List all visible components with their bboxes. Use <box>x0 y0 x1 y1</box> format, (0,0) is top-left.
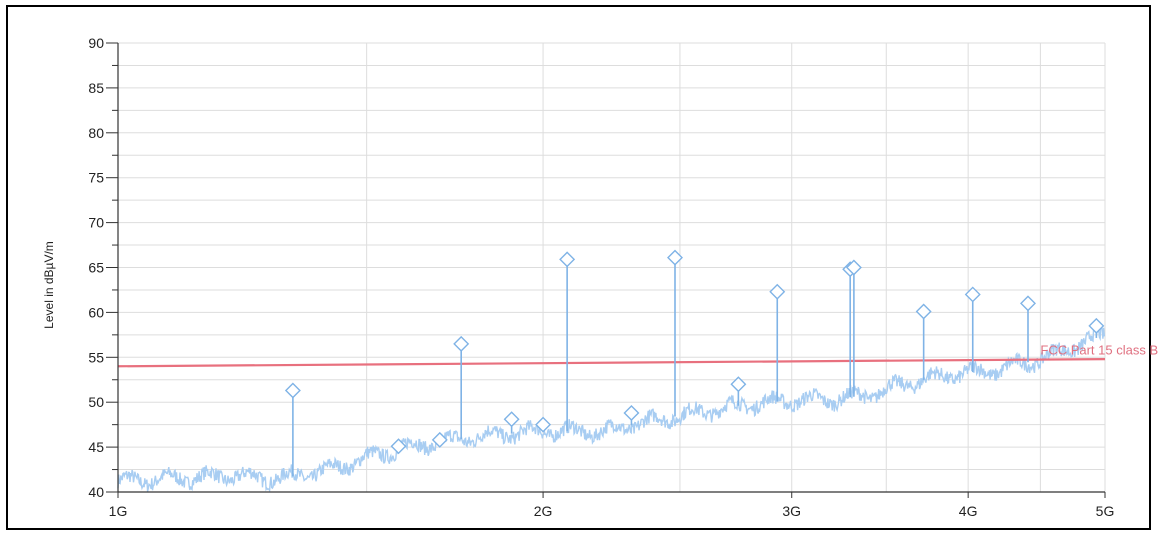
peak-marker <box>431 431 448 448</box>
y-tick-label: 85 <box>88 80 104 96</box>
x-tick-label: 4G <box>959 503 978 519</box>
peak-marker <box>535 416 552 433</box>
peak-marker <box>284 382 301 399</box>
peak-marker <box>1088 317 1105 334</box>
limit-line-label: FCC Part 15 class B <box>1040 343 1158 358</box>
peak-layer <box>284 249 1105 477</box>
limit-line <box>117 357 1106 368</box>
x-tick-label: 3G <box>782 503 801 519</box>
x-tick-label: 1G <box>109 503 128 519</box>
peak-marker <box>390 438 407 455</box>
y-tick-label: 80 <box>88 125 104 141</box>
peak-marker <box>769 283 786 300</box>
y-tick-label: 90 <box>88 35 104 51</box>
axis-layer: 40 45 50 55 60 65 70 75 80 85 90 1G 2G 3G 4G 5G <box>88 35 1114 519</box>
limit-layer: FCC Part 15 class B <box>117 343 1158 368</box>
grid-layer <box>118 42 1106 493</box>
measurement-trace <box>117 324 1106 493</box>
x-tick-label: 5G <box>1096 503 1115 519</box>
peak-marker <box>915 303 932 320</box>
peak-marker <box>623 404 640 421</box>
peak-marker <box>1020 295 1036 312</box>
peak-marker <box>503 411 520 428</box>
y-tick-label: 45 <box>88 439 104 455</box>
peak-marker <box>845 259 862 276</box>
y-axis-label: Level in dBµV/m <box>42 241 56 329</box>
peak-marker <box>559 251 576 268</box>
peak-marker <box>453 335 470 352</box>
peak-marker <box>667 249 683 266</box>
y-tick-label: 65 <box>88 260 104 276</box>
trace-layer <box>117 324 1106 493</box>
y-tick-label: 75 <box>88 170 104 186</box>
peak-marker <box>964 286 981 303</box>
y-tick-label: 40 <box>88 484 104 500</box>
peak-marker <box>730 376 747 393</box>
y-tick-label: 70 <box>88 215 104 231</box>
chart-frame <box>6 5 1151 530</box>
y-tick-label: 60 <box>88 304 104 320</box>
y-tick-label: 55 <box>88 349 104 365</box>
x-tick-label: 2G <box>534 503 553 519</box>
y-tick-label: 50 <box>88 394 104 410</box>
